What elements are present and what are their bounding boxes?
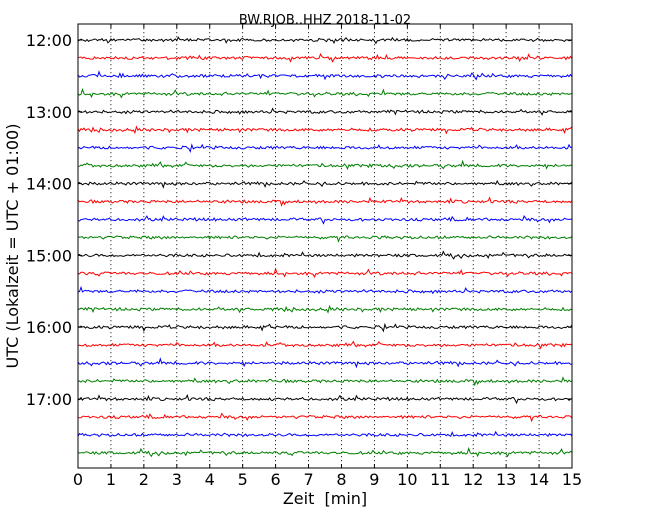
y-tick-label: 14:00	[26, 175, 72, 194]
trace-1245	[77, 87, 573, 99]
trace-1400	[77, 179, 573, 189]
x-tick-label: 15	[562, 470, 582, 489]
trace-1430	[77, 215, 573, 225]
x-tick-label: 4	[205, 470, 215, 489]
x-tick-label: 1	[106, 470, 116, 489]
x-axis-label: Zeit [min]	[283, 489, 367, 508]
trace-1715	[77, 412, 573, 423]
x-tick-label: 2	[139, 470, 149, 489]
chart-title: BW.RJOB..HHZ 2018-11-02	[239, 13, 411, 28]
x-tick-label: 8	[336, 470, 346, 489]
y-tick-label: 17:00	[26, 390, 72, 409]
trace-1345	[77, 159, 573, 170]
trace-1415	[77, 196, 573, 207]
trace-1730	[77, 430, 573, 438]
trace-1500	[77, 250, 573, 260]
x-tick-label: 14	[529, 470, 549, 489]
trace-1700	[77, 394, 573, 405]
x-tick-label: 11	[430, 470, 450, 489]
trace-1445	[77, 235, 573, 243]
trace-1200	[77, 36, 573, 45]
x-tick-label: 13	[496, 470, 516, 489]
x-tick-label: 9	[369, 470, 379, 489]
trace-1630	[77, 357, 573, 369]
trace-1745	[77, 446, 573, 458]
y-tick-label: 15:00	[26, 246, 72, 265]
x-tick-label: 6	[271, 470, 281, 489]
trace-1615	[77, 340, 573, 350]
x-tick-label: 5	[238, 470, 248, 489]
trace-1230	[77, 70, 573, 81]
trace-1645	[77, 376, 573, 387]
trace-1545	[77, 304, 573, 314]
traces	[77, 36, 573, 458]
trace-1600	[77, 322, 573, 333]
y-tick-label: 12:00	[26, 31, 72, 50]
x-tick-label: 12	[463, 470, 483, 489]
trace-1530	[77, 285, 573, 295]
trace-1315	[77, 125, 573, 135]
plot-frame	[77, 23, 573, 469]
y-tick-label: 16:00	[26, 318, 72, 337]
trace-1300	[77, 107, 573, 116]
y-axis-label: UTC (Lokalzeit = UTC + 01:00)	[3, 124, 22, 369]
x-axis-ticks: 0 1 2 3 4 5 6 7 8 9 10 11 12 13 14 15	[73, 24, 582, 489]
trace-1330	[77, 143, 573, 154]
y-axis-ticks: 12:00 13:00 14:00 15:00 16:00 17:00	[26, 31, 572, 409]
x-tick-label: 7	[303, 470, 313, 489]
x-tick-label: 10	[397, 470, 417, 489]
trace-1515	[77, 267, 573, 279]
trace-1215	[77, 53, 573, 63]
x-tick-label: 3	[172, 470, 182, 489]
y-tick-label: 13:00	[26, 103, 72, 122]
x-tick-label: 0	[73, 470, 83, 489]
